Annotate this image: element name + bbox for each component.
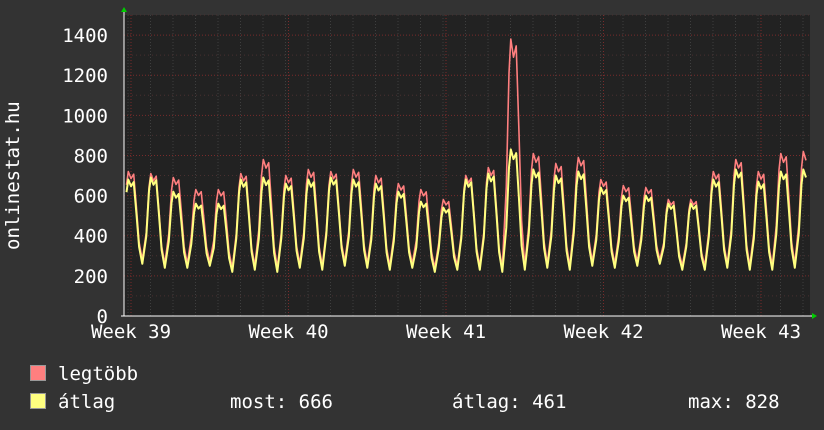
stat-max-value: 828	[745, 391, 780, 413]
stat-average: átlag: 461	[452, 391, 566, 413]
stat-current-label: most:	[230, 391, 288, 413]
legend-label-average: átlag	[58, 391, 116, 413]
x-tick-label: Week 43	[721, 321, 801, 343]
y-tick-label: 800	[74, 145, 108, 167]
y-tick-label: 400	[74, 226, 108, 248]
stat-max: max: 828	[688, 391, 780, 413]
side-watermark: onlinestat.hu	[2, 101, 24, 250]
stat-average-label: átlag:	[452, 391, 521, 413]
legend-item-max: legtöbb	[30, 363, 138, 385]
x-tick-label: Week 41	[406, 321, 486, 343]
y-axis-arrow	[121, 7, 127, 12]
stat-max-label: max:	[688, 391, 734, 413]
stat-current: most: 666	[230, 391, 333, 413]
y-tick-label: 1400	[62, 25, 108, 47]
legend-label-max: legtöbb	[58, 363, 139, 385]
legend-item-average: átlag	[30, 391, 115, 413]
x-axis-arrow	[812, 313, 817, 319]
y-tick-label: 0	[97, 306, 108, 328]
stat-current-value: 666	[298, 391, 333, 413]
y-tick-label: 1000	[62, 105, 108, 127]
y-tick-label: 1200	[62, 65, 108, 87]
legend-swatch-average	[30, 393, 46, 409]
y-tick-label: 600	[74, 186, 108, 208]
x-tick-label: Week 40	[248, 321, 328, 343]
x-tick-label: Week 42	[563, 321, 643, 343]
plot-area	[124, 15, 810, 316]
y-tick-label: 200	[74, 266, 108, 288]
legend-swatch-max	[30, 365, 46, 381]
x-tick-label: Week 39	[91, 321, 171, 343]
series-line-average	[125, 148, 807, 273]
stat-average-value: 461	[532, 391, 567, 413]
